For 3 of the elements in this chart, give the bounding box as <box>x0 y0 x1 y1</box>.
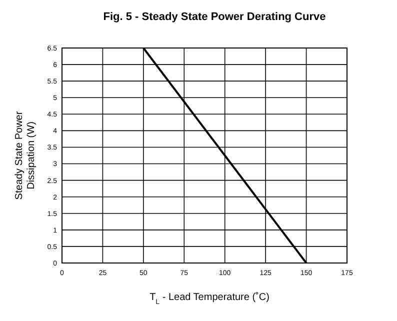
x-axis-title: T$_{L}$ - Lead Temperature (˚C) <box>150 291 270 306</box>
chart-title: Fig. 5 - Steady State Power Derating Curve <box>103 11 326 23</box>
y-axis-title: Steady State Power Dissipation (W) <box>14 110 37 200</box>
